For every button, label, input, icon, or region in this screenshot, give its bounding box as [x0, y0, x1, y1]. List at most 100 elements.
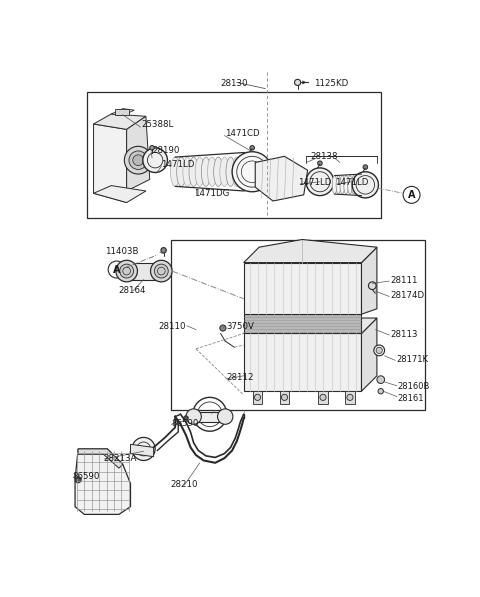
Circle shape: [129, 151, 147, 170]
Circle shape: [232, 152, 272, 192]
Text: 28160B: 28160B: [398, 382, 430, 391]
Text: 28113: 28113: [390, 330, 418, 338]
Text: 28174D: 28174D: [390, 291, 424, 300]
Ellipse shape: [183, 157, 192, 186]
Circle shape: [120, 264, 133, 278]
Text: 1471CD: 1471CD: [225, 130, 260, 139]
Text: 28171K: 28171K: [396, 355, 428, 364]
Circle shape: [320, 394, 326, 401]
Circle shape: [161, 248, 166, 253]
Polygon shape: [318, 391, 328, 404]
Polygon shape: [244, 334, 361, 391]
Circle shape: [369, 282, 376, 290]
Text: 28112: 28112: [227, 374, 254, 383]
Polygon shape: [361, 247, 377, 314]
Polygon shape: [192, 412, 227, 422]
Text: 28138: 28138: [311, 152, 338, 162]
Ellipse shape: [226, 157, 235, 186]
Ellipse shape: [348, 176, 352, 194]
Ellipse shape: [207, 157, 217, 186]
Text: 86590: 86590: [171, 419, 199, 428]
Polygon shape: [131, 444, 154, 457]
Bar: [86, 93, 381, 218]
Ellipse shape: [340, 176, 345, 194]
Circle shape: [108, 261, 125, 278]
Text: 25388L: 25388L: [141, 120, 174, 129]
Circle shape: [116, 260, 137, 282]
Polygon shape: [94, 114, 146, 130]
Polygon shape: [280, 391, 289, 404]
Text: 11403B: 11403B: [105, 247, 139, 256]
Ellipse shape: [170, 157, 180, 186]
Circle shape: [318, 161, 322, 165]
Text: 3750V: 3750V: [226, 322, 254, 331]
Text: 1471DG: 1471DG: [194, 189, 230, 198]
Circle shape: [151, 260, 172, 282]
Ellipse shape: [177, 157, 186, 186]
Circle shape: [363, 165, 368, 170]
Text: 28161: 28161: [398, 393, 424, 402]
Text: 28130: 28130: [221, 79, 248, 88]
Circle shape: [75, 476, 81, 483]
Circle shape: [150, 146, 155, 150]
Polygon shape: [127, 263, 161, 279]
Polygon shape: [127, 116, 150, 191]
Circle shape: [378, 389, 384, 394]
Ellipse shape: [232, 157, 241, 186]
Ellipse shape: [336, 176, 341, 194]
Ellipse shape: [344, 176, 348, 194]
Circle shape: [352, 172, 378, 198]
Polygon shape: [244, 239, 377, 263]
Circle shape: [217, 409, 233, 424]
Circle shape: [254, 394, 261, 401]
Text: 1471LD: 1471LD: [161, 160, 195, 169]
Circle shape: [377, 376, 384, 383]
Bar: [115, 109, 129, 115]
Ellipse shape: [355, 176, 360, 194]
Polygon shape: [244, 263, 361, 314]
Circle shape: [124, 146, 152, 174]
Polygon shape: [253, 391, 262, 404]
Polygon shape: [244, 318, 377, 334]
Text: 1471LD: 1471LD: [298, 178, 331, 187]
Text: 28110: 28110: [158, 322, 186, 331]
Polygon shape: [111, 109, 134, 116]
Circle shape: [295, 79, 300, 85]
Circle shape: [306, 168, 334, 196]
Ellipse shape: [220, 157, 229, 186]
Polygon shape: [75, 449, 131, 515]
Polygon shape: [361, 318, 377, 391]
Ellipse shape: [195, 157, 204, 186]
Text: 1125KD: 1125KD: [314, 79, 348, 88]
Circle shape: [250, 146, 254, 150]
Bar: [170, 239, 425, 411]
Circle shape: [281, 394, 288, 401]
Polygon shape: [255, 156, 308, 201]
Circle shape: [376, 347, 382, 353]
Polygon shape: [244, 314, 361, 334]
Ellipse shape: [214, 157, 223, 186]
Text: 28210: 28210: [171, 480, 198, 489]
Circle shape: [374, 345, 384, 356]
Text: 28190: 28190: [152, 146, 180, 155]
Circle shape: [347, 394, 353, 401]
Circle shape: [403, 186, 420, 204]
Ellipse shape: [201, 157, 211, 186]
Circle shape: [132, 438, 155, 460]
Text: 1471LD: 1471LD: [335, 178, 368, 187]
Text: 86590: 86590: [73, 472, 100, 481]
Ellipse shape: [351, 176, 356, 194]
Ellipse shape: [238, 157, 248, 186]
Text: A: A: [408, 190, 415, 200]
Polygon shape: [78, 449, 123, 468]
Circle shape: [143, 148, 168, 173]
Circle shape: [186, 409, 201, 424]
Circle shape: [155, 264, 168, 278]
Polygon shape: [345, 391, 355, 404]
Text: 28213A: 28213A: [104, 454, 137, 463]
Polygon shape: [94, 124, 127, 202]
Circle shape: [220, 325, 226, 331]
Ellipse shape: [189, 157, 198, 186]
Text: A: A: [113, 264, 120, 275]
Circle shape: [184, 416, 188, 420]
